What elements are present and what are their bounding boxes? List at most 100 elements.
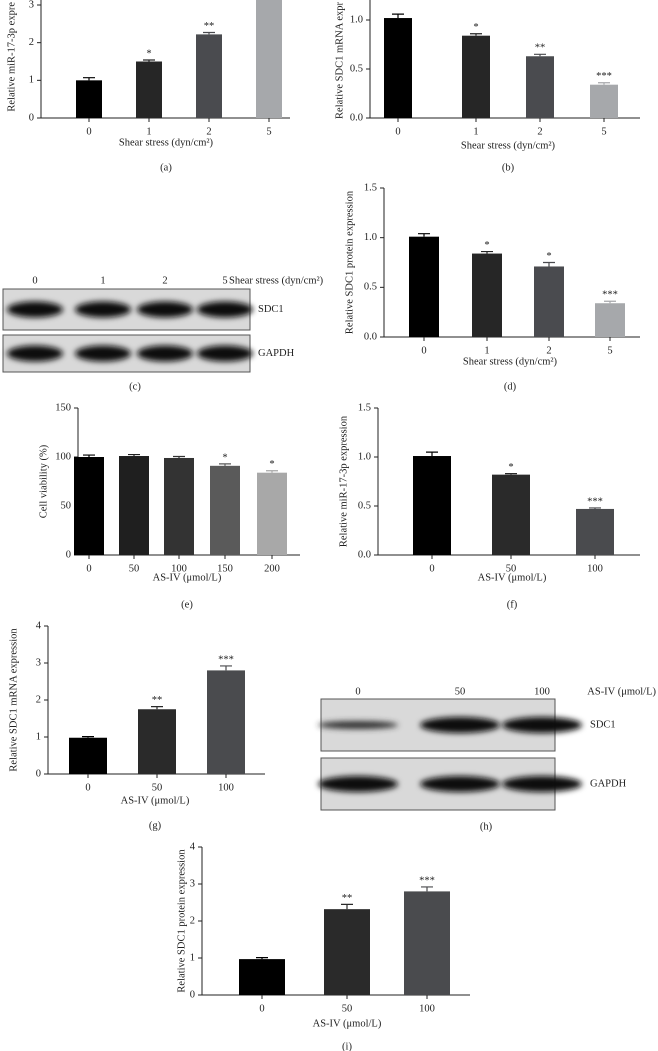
- row-label: SDC1: [590, 719, 616, 730]
- error-bar: [151, 706, 163, 710]
- error-bar: [426, 451, 438, 457]
- significance: *: [269, 459, 274, 470]
- y-tick-label: 0.5: [358, 500, 371, 511]
- y-tick-label: 1: [190, 952, 195, 963]
- error-bar: [534, 53, 546, 57]
- bar: [210, 465, 240, 555]
- y-axis-label: Relative SDC1 protein expression: [176, 849, 187, 993]
- error-bar: [589, 507, 601, 509]
- blot-band: [197, 345, 253, 362]
- x-tick-label: 100: [419, 1003, 435, 1014]
- blot-header: AS-IV (μmol/L): [587, 686, 656, 697]
- error-bar: [421, 886, 433, 892]
- blot-band: [137, 301, 193, 318]
- bar: [576, 508, 614, 555]
- x-tick-label: 150: [217, 563, 233, 574]
- blot-band: [318, 721, 398, 729]
- bar: [164, 457, 194, 555]
- caption: (b): [502, 162, 515, 173]
- x-tick-label: 0: [85, 782, 90, 793]
- error-bar: [173, 455, 185, 458]
- x-tick-label: 5: [607, 345, 612, 356]
- bar: [256, 0, 282, 119]
- error-bar: [505, 473, 517, 475]
- bar: [492, 474, 530, 555]
- y-tick-label: 0.0: [364, 331, 377, 342]
- x-tick-label: 1: [473, 126, 478, 137]
- row-label: SDC1: [258, 304, 284, 315]
- y-axis-label: Relative SDC1 mRNA expr: [334, 1, 345, 118]
- bar: [196, 34, 222, 118]
- x-tick-label: 2: [206, 126, 211, 137]
- x-tick-label: 2: [546, 345, 551, 356]
- error-bar: [203, 31, 215, 35]
- error-bar: [266, 470, 278, 473]
- x-tick-label: 100: [171, 563, 187, 574]
- x-tick-label: 50: [129, 563, 140, 574]
- bar: [413, 456, 451, 555]
- y-tick-label: 0: [190, 989, 195, 1000]
- y-tick-label: 2: [36, 694, 41, 705]
- y-axis-label: Relative SDC1 protein expression: [344, 190, 355, 334]
- caption: (i): [342, 1041, 352, 1051]
- bar: [119, 456, 149, 555]
- y-axis-label: Relative SDC1 mRNA expression: [8, 628, 19, 772]
- lane-label: 2: [162, 275, 167, 286]
- bar: [138, 709, 176, 774]
- y-tick-label: 100: [55, 451, 71, 462]
- caption: (h): [480, 821, 493, 832]
- y-tick-label: 1.0: [364, 232, 377, 243]
- bar: [534, 266, 564, 337]
- bar: [257, 472, 287, 555]
- error-bar: [392, 13, 404, 19]
- bar: [76, 80, 102, 118]
- y-tick-label: 0: [66, 549, 71, 560]
- bar: [472, 253, 502, 337]
- y-tick-label: 1.5: [364, 182, 377, 193]
- blot-band: [197, 301, 253, 318]
- y-tick-label: 0: [36, 768, 41, 779]
- x-axis-label: Shear stress (dyn/cm²): [461, 140, 556, 151]
- lane-label: 0: [32, 275, 37, 286]
- x-tick-label: 1: [146, 126, 151, 137]
- significance: *: [222, 452, 227, 463]
- x-tick-label: 0: [86, 126, 91, 137]
- y-tick-label: 2: [29, 37, 34, 48]
- x-axis-label: AS-IV (μmol/L): [313, 1018, 382, 1029]
- x-tick-label: 0: [259, 1003, 264, 1014]
- error-bar: [598, 82, 610, 85]
- significance: ***: [602, 290, 618, 301]
- significance: **: [152, 695, 163, 706]
- blot-band: [7, 345, 63, 362]
- y-tick-label: 1.0: [358, 451, 371, 462]
- significance: **: [535, 43, 546, 54]
- x-tick-label: 0: [429, 563, 434, 574]
- error-bar: [418, 233, 430, 237]
- error-bar: [604, 300, 616, 304]
- x-tick-label: 100: [587, 563, 603, 574]
- error-bar: [83, 77, 95, 81]
- y-tick-label: 1: [36, 731, 41, 742]
- y-tick-label: 0.0: [358, 549, 371, 560]
- x-axis-label: Shear stress (dyn/cm²): [119, 137, 214, 148]
- blot-band: [75, 345, 131, 362]
- significance: ***: [587, 496, 603, 507]
- x-tick-label: 5: [601, 126, 606, 137]
- bar: [409, 236, 439, 337]
- y-axis-label: Relative miR-17-3p expre: [6, 2, 17, 112]
- error-bar: [470, 33, 482, 36]
- significance: *: [484, 240, 489, 251]
- blot-band: [502, 717, 582, 733]
- blot-band: [75, 301, 131, 318]
- error-bar: [128, 453, 140, 457]
- y-tick-label: 0.0: [350, 112, 363, 123]
- caption: (c): [129, 381, 141, 392]
- bar: [69, 737, 107, 774]
- x-tick-label: 2: [537, 126, 542, 137]
- x-tick-label: 100: [218, 782, 234, 793]
- y-tick-label: 0.5: [364, 282, 377, 293]
- significance: *: [546, 251, 551, 262]
- blot-band: [502, 776, 582, 792]
- x-tick-label: 5: [266, 126, 271, 137]
- bar: [384, 18, 412, 118]
